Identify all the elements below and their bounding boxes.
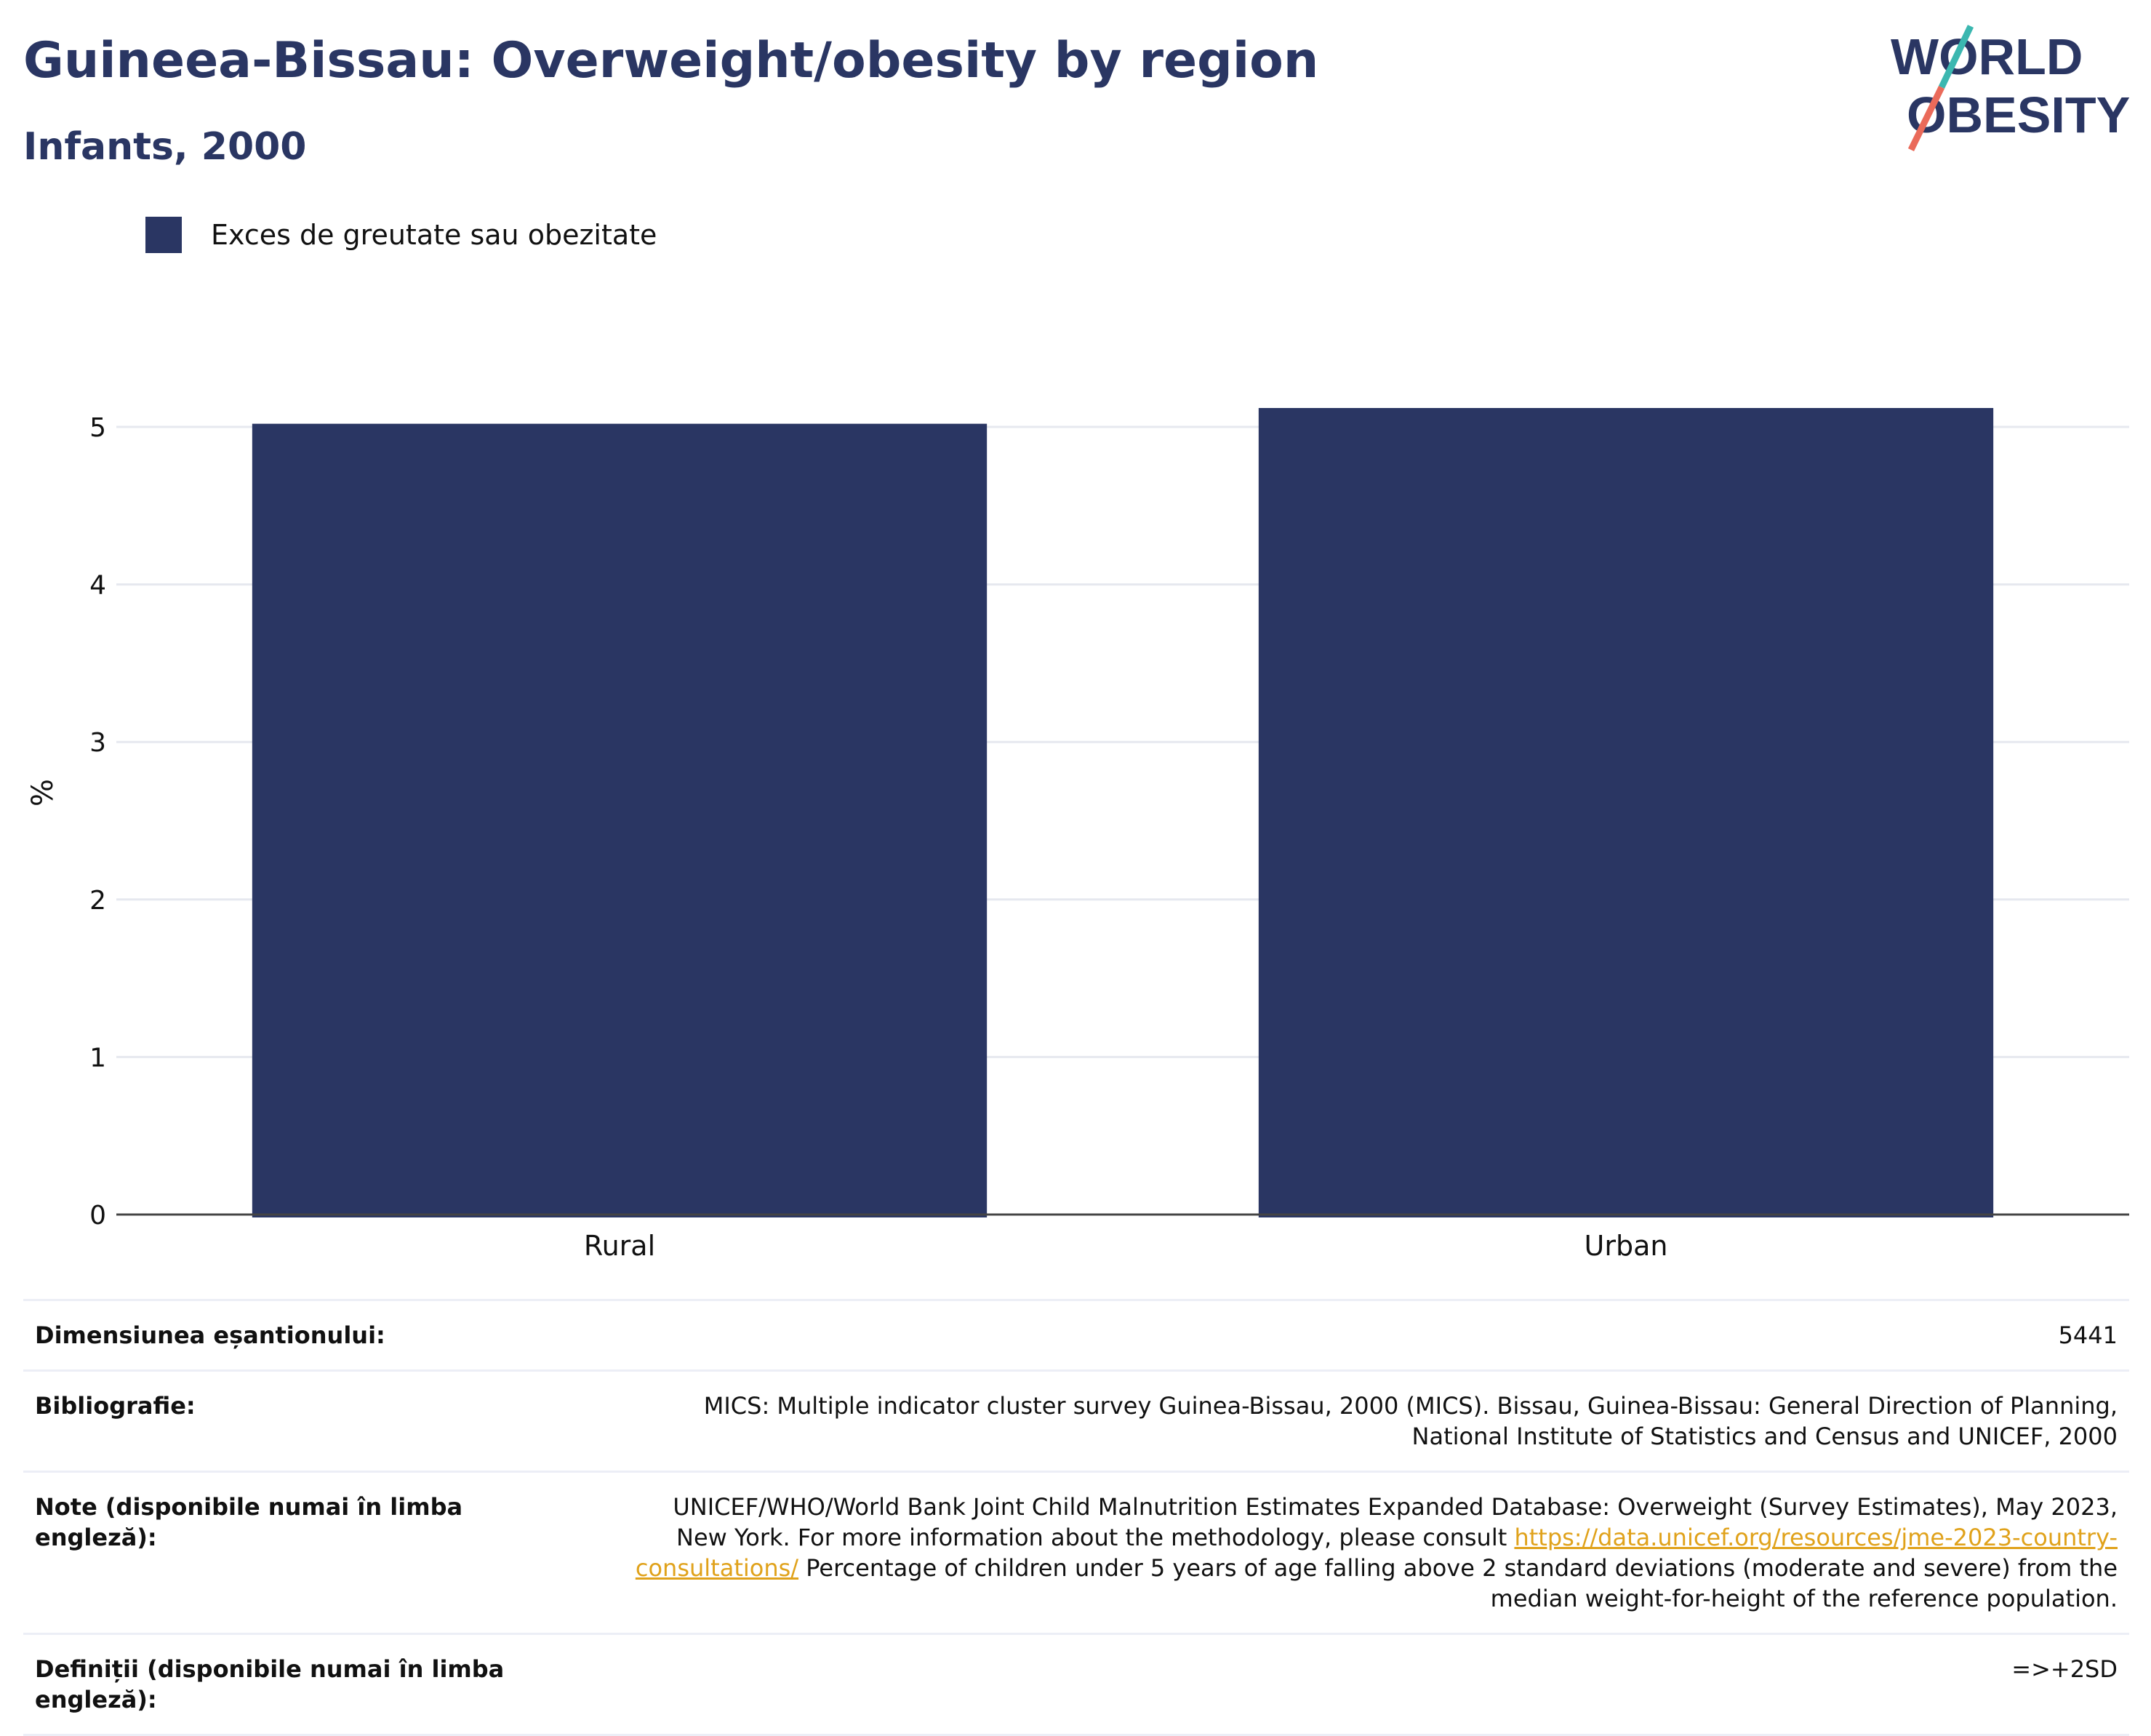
bar-chart: 0 1 2 3 4 5 Rural Urban% bbox=[26, 408, 2129, 1262]
meta-row-bibliography: Bibliografie: MICS: Multiple indicator c… bbox=[23, 1369, 2129, 1471]
y-tick-label: 2 bbox=[89, 886, 106, 916]
notes-value: UNICEF/WHO/World Bank Joint Child Malnut… bbox=[622, 1473, 2129, 1633]
notes-link[interactable]: https://data.unicef.org/resources/jme-20… bbox=[635, 1524, 2118, 1582]
y-tick-label: 0 bbox=[89, 1201, 106, 1231]
bar-urban bbox=[1258, 408, 1994, 1217]
y-tick-label: 3 bbox=[89, 728, 106, 758]
definitions-label: Definiții (disponibile numai în limba en… bbox=[35, 1655, 505, 1713]
bibliography-value: MICS: Multiple indicator cluster survey … bbox=[703, 1392, 2118, 1450]
bar-rural bbox=[252, 423, 988, 1218]
notes-text-before: UNICEF/WHO/World Bank Joint Child Malnut… bbox=[673, 1493, 2118, 1551]
chart-legend: Exces de greutate sau obezitate bbox=[145, 217, 657, 253]
y-tick-label: 5 bbox=[89, 413, 106, 443]
svg-text:OBESITY: OBESITY bbox=[1907, 87, 2130, 143]
x-tick-label: Rural bbox=[584, 1230, 655, 1262]
definitions-value: =>+2SD bbox=[2011, 1655, 2118, 1683]
y-axis-label: % bbox=[26, 779, 60, 807]
x-tick-label: Urban bbox=[1585, 1230, 1668, 1262]
bibliography-label: Bibliografie: bbox=[35, 1392, 196, 1420]
metadata-table: Dimensiunea eșantionului: 5441 Bibliogra… bbox=[23, 1299, 2129, 1736]
legend-swatch bbox=[145, 217, 182, 253]
legend-label: Exces de greutate sau obezitate bbox=[211, 219, 657, 251]
y-tick-label: 4 bbox=[89, 571, 106, 601]
meta-row-definitions: Definiții (disponibile numai în limba en… bbox=[23, 1633, 2129, 1736]
svg-text:WORLD: WORLD bbox=[1891, 28, 2083, 85]
y-tick-label: 1 bbox=[89, 1043, 106, 1073]
notes-label: Note (disponibile numai în limba engleză… bbox=[35, 1493, 463, 1551]
meta-row-notes: Note (disponibile numai în limba engleză… bbox=[23, 1471, 2129, 1633]
meta-row-sample-size: Dimensiunea eșantionului: 5441 bbox=[23, 1299, 2129, 1369]
sample-size-label: Dimensiunea eșantionului: bbox=[35, 1321, 385, 1349]
world-obesity-logo: WORLD OBESITY bbox=[1891, 25, 2130, 151]
page-subtitle: Infants, 2000 bbox=[23, 125, 307, 169]
notes-text-after: Percentage of children under 5 years of … bbox=[798, 1554, 2118, 1612]
page-title: Guineea-Bissau: Overweight/obesity by re… bbox=[23, 32, 1319, 89]
sample-size-value: 5441 bbox=[2058, 1321, 2118, 1349]
